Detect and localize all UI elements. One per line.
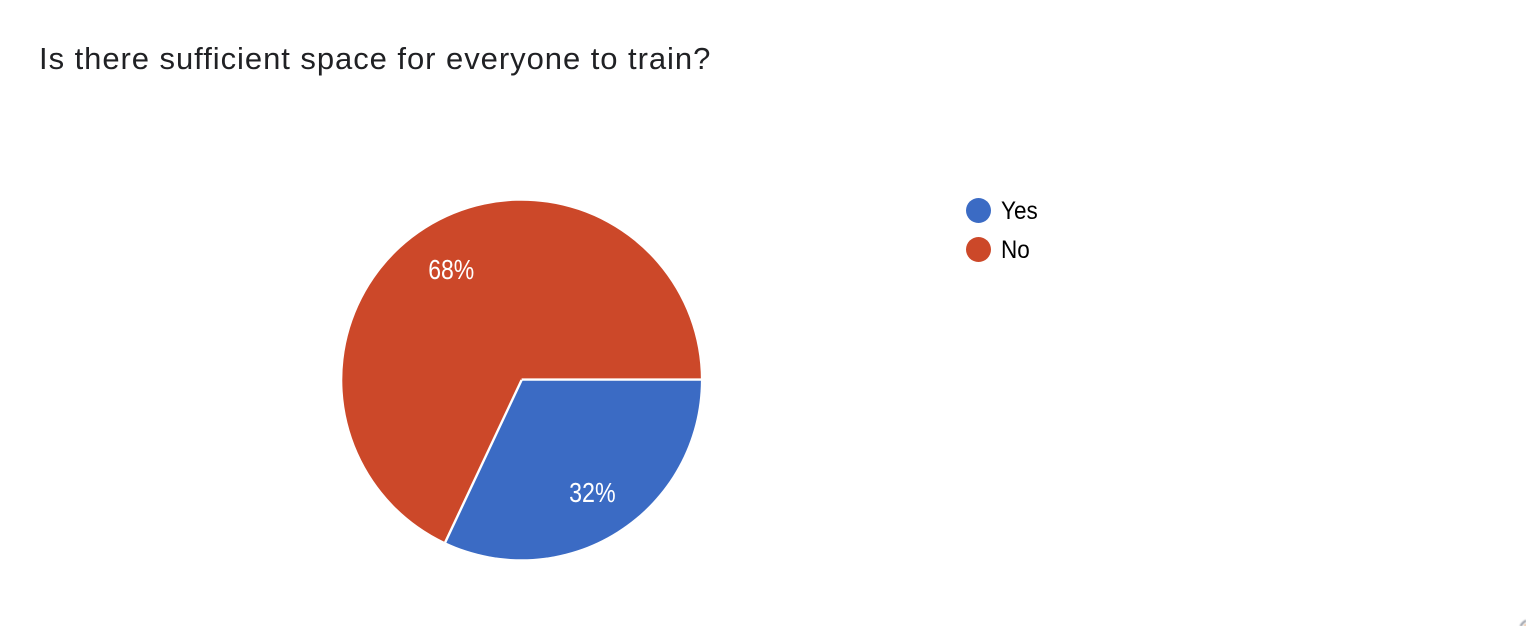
svg-text:68%: 68% (428, 254, 474, 285)
svg-text:32%: 32% (569, 477, 616, 508)
